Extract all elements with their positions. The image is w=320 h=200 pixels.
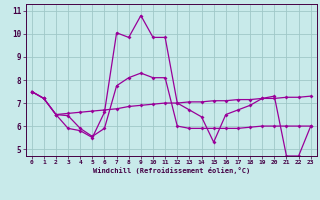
X-axis label: Windchill (Refroidissement éolien,°C): Windchill (Refroidissement éolien,°C) xyxy=(92,167,250,174)
